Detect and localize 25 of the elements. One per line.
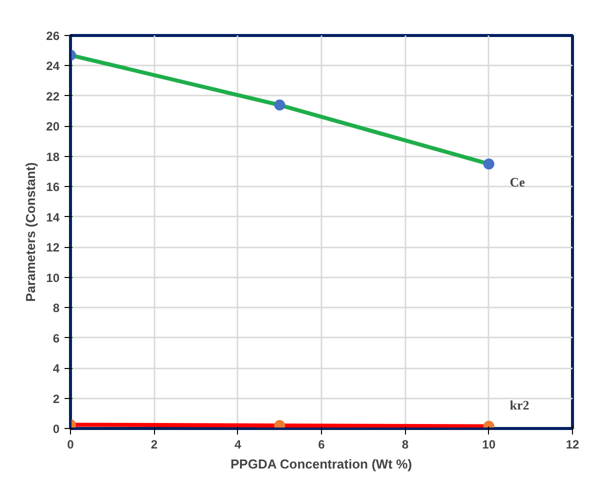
x-tick-label: 8 [402,438,409,452]
y-tick-label: 2 [52,392,60,406]
x-axis-title: PPGDA Concentration (Wt %) [230,456,412,472]
y-tick-label: 8 [52,301,60,316]
y-tick-label: 22 [46,89,60,104]
x-tick-label: 4 [234,438,242,452]
y-tick-label: 12 [46,240,60,255]
y-tick-label: 26 [46,29,60,43]
x-tick-label: 0 [67,438,74,452]
series-label: kr2 [510,398,530,413]
x-tick-label: 12 [566,438,580,452]
x-tick-label: 6 [318,438,326,452]
x-tick-label: 10 [482,438,496,452]
x-tick-label: 2 [150,438,158,452]
y-tick-label: 10 [46,270,60,285]
y-tick-label: 24 [46,59,60,74]
y-tick-label: 16 [46,180,60,194]
y-tick-label: 6 [52,331,60,346]
y-tick-label: 4 [52,362,60,376]
y-tick-label: 18 [46,150,60,164]
y-tick-label: 14 [46,210,60,224]
y-axis-title: Parameters (Constant) [23,162,38,302]
series-label: Ce [510,174,526,190]
y-tick-label: 0 [52,422,60,436]
y-tick-label: 20 [46,120,60,134]
